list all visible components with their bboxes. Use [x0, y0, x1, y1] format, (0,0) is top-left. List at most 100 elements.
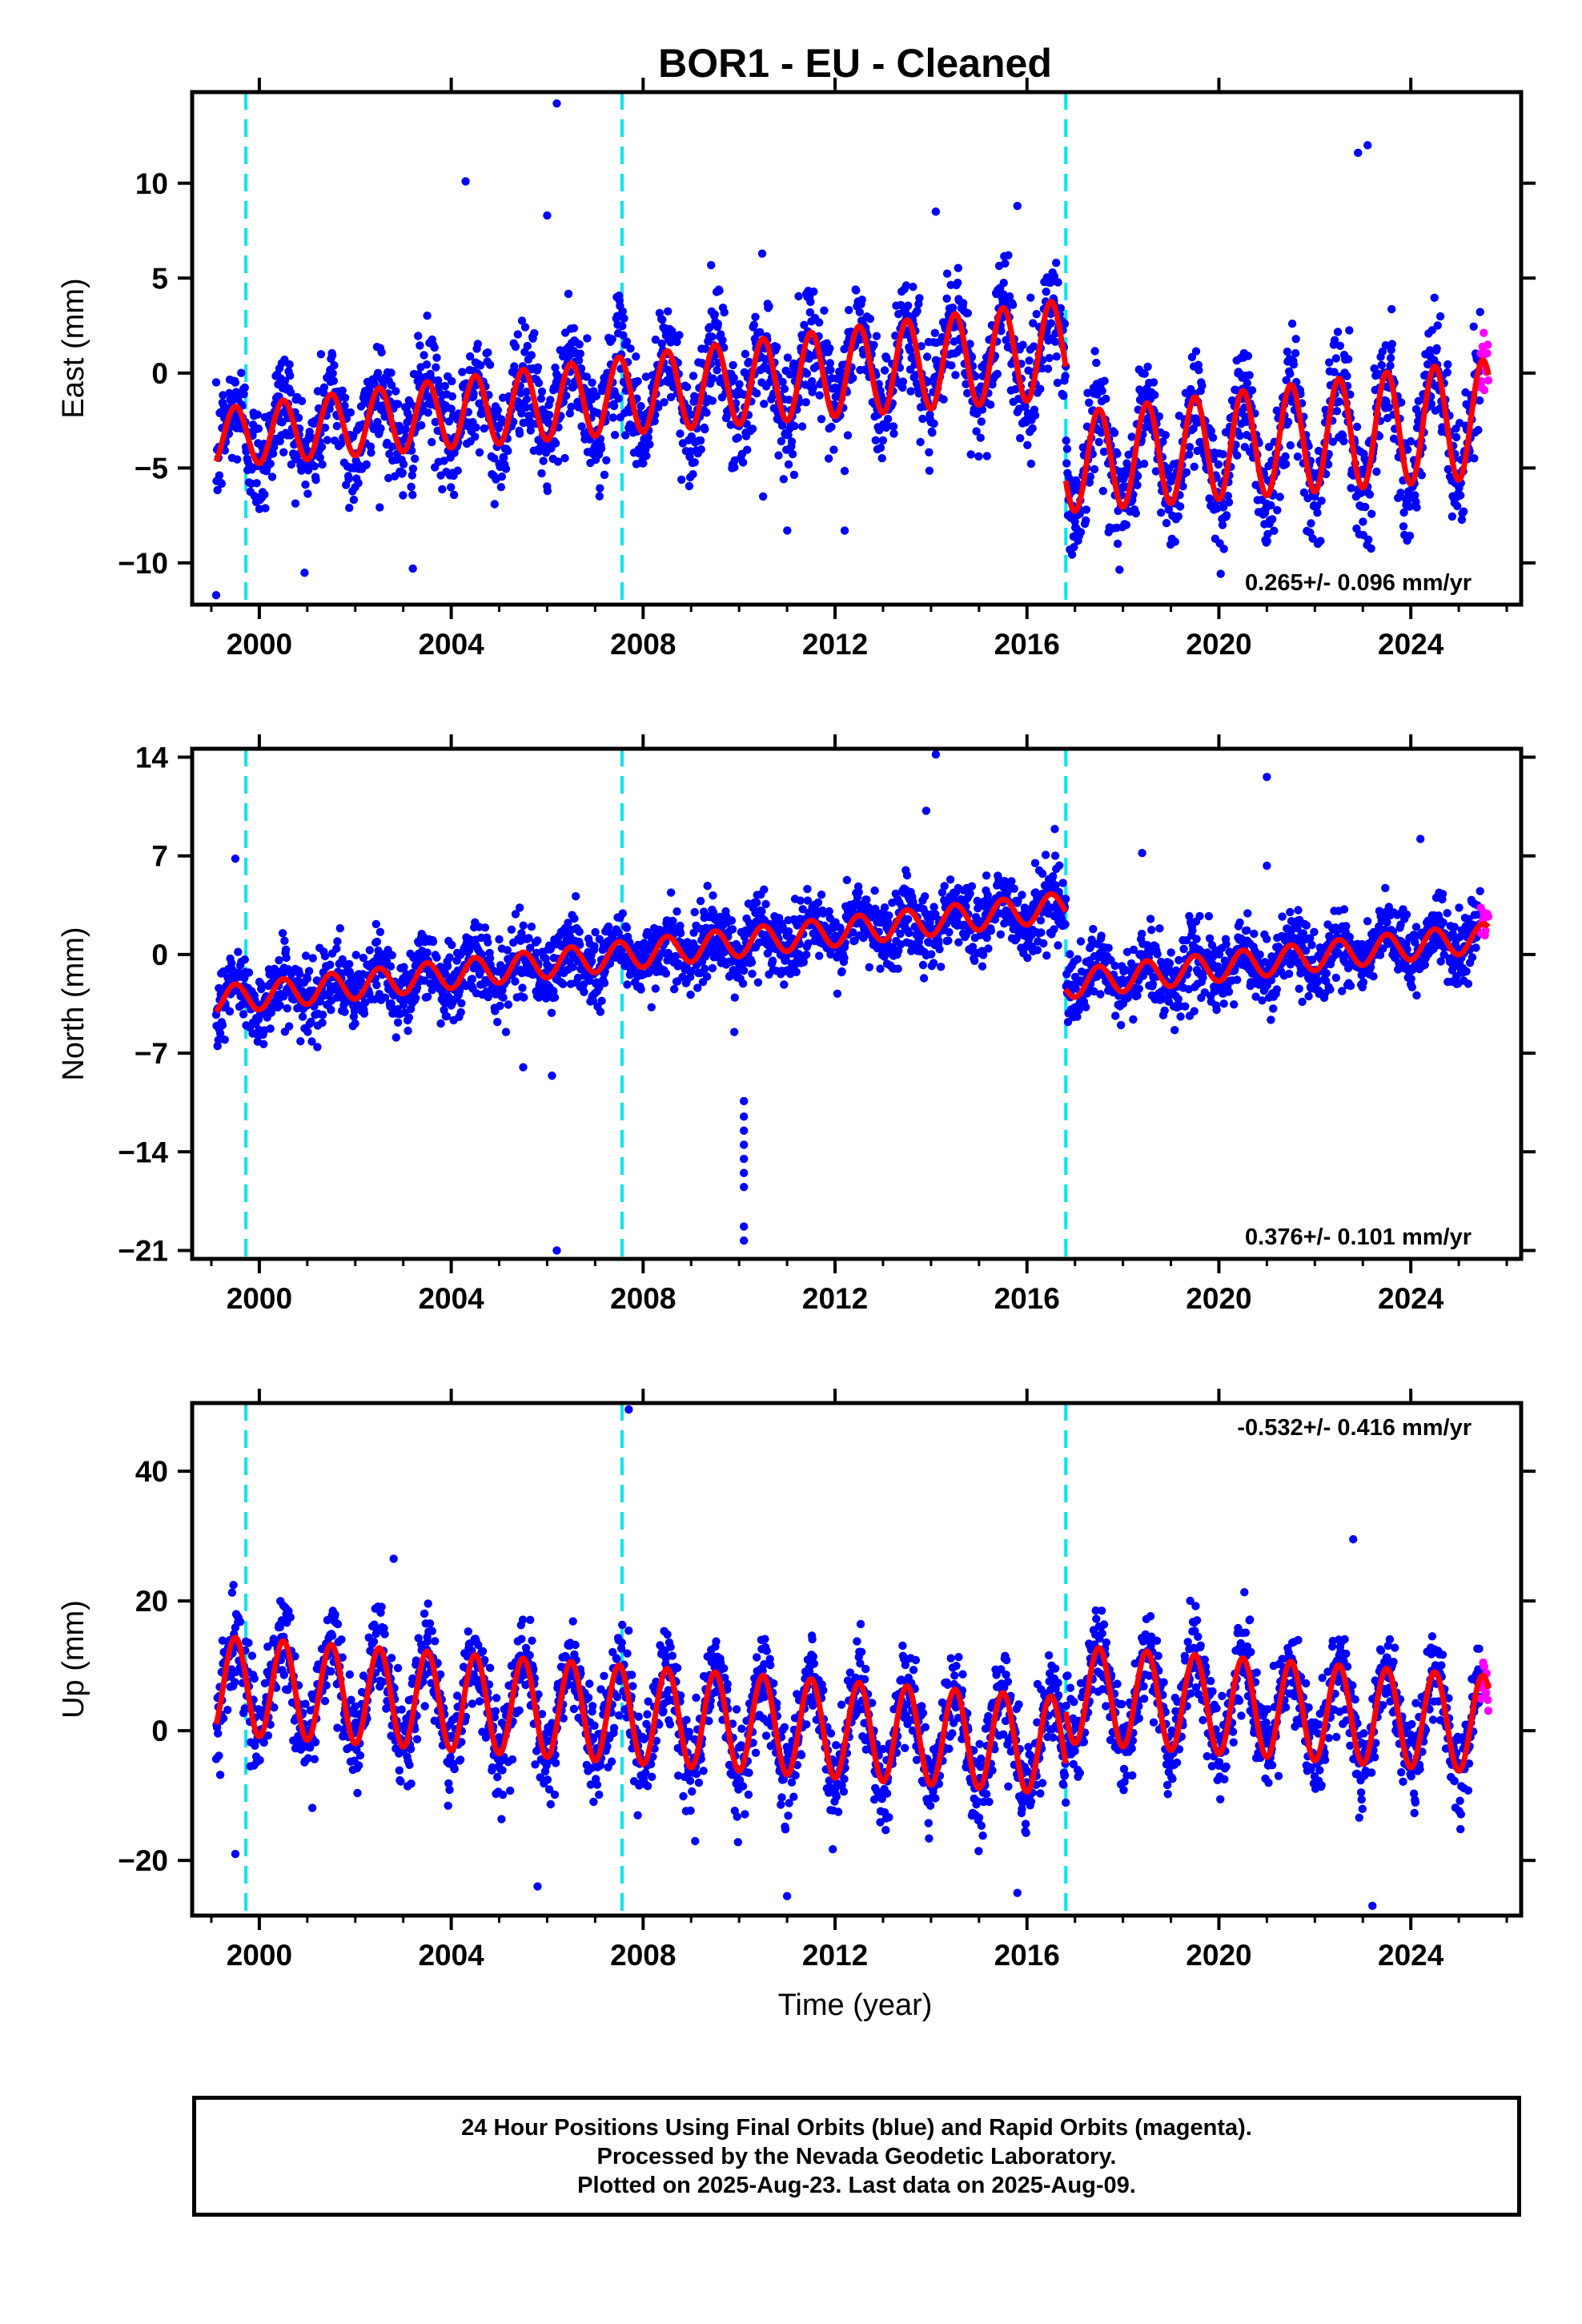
east-point: [1332, 407, 1342, 416]
east-point: [790, 421, 799, 431]
east-point: [642, 452, 651, 460]
north-point: [600, 979, 609, 987]
north-point: [929, 959, 938, 967]
north-point: [833, 989, 842, 999]
north-point: [457, 999, 466, 1008]
north-point: [381, 993, 390, 1002]
east-point: [1343, 372, 1351, 380]
east-xtick-label: 2016: [994, 628, 1060, 661]
east-point: [632, 352, 640, 361]
north-point: [604, 922, 613, 931]
east-point: [1187, 352, 1197, 362]
east-point: [685, 481, 694, 491]
east-point: [1456, 491, 1465, 500]
east-point: [1381, 341, 1391, 350]
east-point: [1113, 449, 1122, 458]
north-point: [1073, 955, 1082, 963]
east-point: [925, 466, 934, 475]
east-point: [707, 260, 716, 270]
east-point: [974, 452, 983, 461]
east-point: [738, 458, 748, 467]
east-point: [428, 437, 436, 447]
east-point: [1182, 468, 1191, 476]
east-point: [485, 360, 495, 369]
east-point: [253, 410, 262, 419]
north-point: [524, 934, 533, 943]
east-point: [939, 395, 948, 404]
north-point: [817, 891, 826, 899]
east-point: [1307, 519, 1315, 528]
east-point: [1026, 293, 1035, 302]
east-point: [318, 460, 327, 469]
east-point: [777, 436, 786, 446]
east-point: [417, 420, 426, 430]
east-point: [1430, 293, 1439, 302]
east-point: [1283, 417, 1293, 427]
north-point: [423, 992, 432, 1002]
east-point: [233, 455, 242, 464]
north-point: [727, 916, 737, 925]
east-point: [393, 400, 403, 408]
north-point: [1041, 850, 1050, 859]
east-point: [598, 387, 607, 396]
east-point: [537, 468, 546, 478]
east-point: [472, 423, 480, 432]
east-point: [916, 437, 925, 447]
north-point: [968, 943, 978, 951]
east-point: [340, 401, 349, 410]
east-point: [820, 306, 829, 315]
east-point: [1092, 358, 1101, 368]
north-point: [792, 967, 801, 977]
east-point: [1164, 505, 1174, 514]
north-point: [225, 1007, 235, 1016]
east-point: [475, 448, 484, 457]
east-point: [1054, 278, 1062, 287]
north-point: [597, 996, 606, 1006]
north-point: [1037, 928, 1046, 937]
north-point: [585, 976, 594, 985]
east-point: [641, 372, 650, 381]
east-point: [476, 361, 485, 370]
east-point: [1175, 502, 1185, 511]
east-point: [1082, 505, 1091, 514]
east-point: [778, 377, 787, 387]
east-point: [845, 306, 853, 315]
east-point: [424, 408, 432, 417]
east-point: [1405, 502, 1414, 511]
east-point: [827, 422, 836, 432]
east-point: [375, 503, 384, 512]
north-point: [332, 944, 341, 953]
north-point: [485, 954, 495, 963]
east-point: [213, 485, 222, 495]
north-point: [519, 921, 528, 930]
east-point: [1131, 509, 1141, 518]
north-point: [400, 963, 408, 971]
east-point: [536, 394, 546, 403]
east-outlier-6: [840, 526, 849, 535]
east-point: [1345, 326, 1354, 335]
east-point: [702, 408, 711, 417]
east-point: [349, 495, 359, 505]
east-point: [501, 464, 511, 473]
east-point: [787, 437, 797, 446]
east-ytick-label: 0: [151, 357, 168, 390]
east-point: [332, 421, 341, 431]
north-point: [784, 927, 793, 936]
north-point: [298, 1012, 307, 1021]
east-point: [829, 445, 838, 454]
east-point: [1469, 322, 1478, 331]
north-point: [365, 946, 374, 955]
east-point: [515, 429, 524, 438]
north-point: [1082, 1003, 1090, 1011]
east-point: [715, 286, 724, 296]
east-point: [1330, 336, 1339, 344]
north-point: [239, 1010, 248, 1019]
north-point: [1110, 961, 1119, 971]
east-point: [340, 393, 350, 402]
north-point: [501, 1027, 511, 1036]
north-point: [738, 979, 748, 988]
north-point: [257, 984, 266, 994]
north-point: [320, 951, 330, 961]
east-point: [618, 322, 627, 331]
north-point: [1174, 955, 1183, 965]
